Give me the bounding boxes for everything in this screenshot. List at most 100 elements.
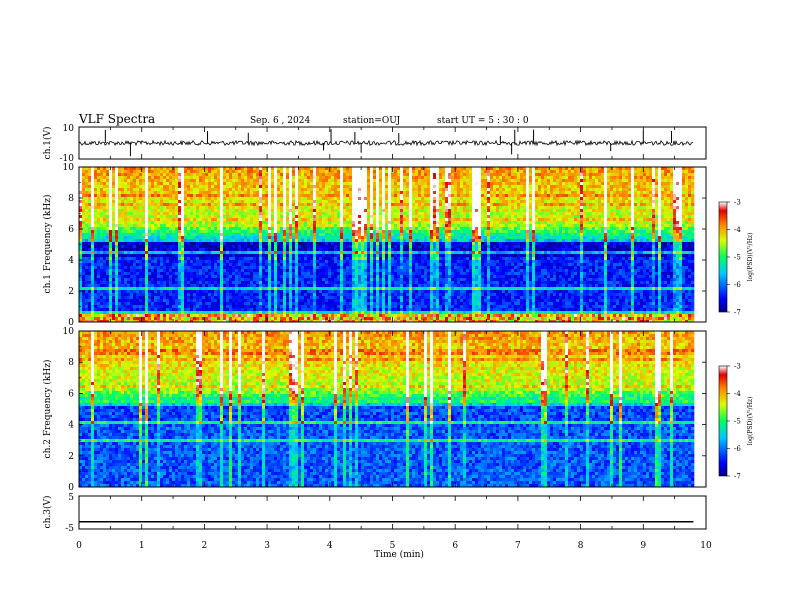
spectrogram-cell [445,188,448,191]
spectrogram-cell [364,182,367,185]
spectrogram-cell [676,200,679,203]
spectrogram-cell [649,194,652,197]
spectrogram-cell [667,194,670,197]
spectrogram-cell [523,209,526,212]
spectrogram-cell [220,233,223,236]
spectrogram-cell [667,191,670,194]
spectrogram-cell [91,236,94,239]
spectrogram-cell [670,194,673,197]
spectrogram-cell [565,191,568,194]
spectrogram-cell [88,197,91,200]
spectrogram-cell [223,182,226,185]
spectrogram-cell [544,233,547,236]
spectrogram-cell [421,191,424,194]
spectrogram-cell [400,200,403,203]
spectrogram-cell [295,179,298,182]
spectrogram-cell [88,215,91,218]
spectrogram-cell [415,188,418,191]
spectrogram-cell [157,170,160,173]
spectrogram-cell [382,224,385,227]
spectrogram-cell [541,200,544,203]
spectrogram-cell [124,221,127,224]
spectrogram-cell [442,185,445,188]
spectrogram-cell [661,206,664,209]
spectrogram-cell [535,170,538,173]
spectrogram-cell [145,215,148,218]
spectrogram-cell [496,194,499,197]
spectrogram-cell [649,197,652,200]
spectrogram-cell [547,212,550,215]
spectrogram-cell [82,191,85,194]
spectrogram-cell [676,191,679,194]
spectrogram-cell [490,227,493,230]
spectrogram-cell [403,194,406,197]
spectrogram-cell [412,209,415,212]
spectrogram-cell [100,194,103,197]
spectrogram-cell [322,182,325,185]
spectrogram-cell [166,239,169,242]
spectrogram-cell [280,182,283,185]
spectrogram-cell [247,182,250,185]
spectrogram-cell [283,236,286,239]
spectrogram-cell [583,188,586,191]
spectrogram-cell [235,182,238,185]
spectrogram-cell [274,224,277,227]
spectrogram-cell [679,212,682,215]
spectrogram-cell [328,179,331,182]
spectrogram-cell [85,206,88,209]
spectrogram-cell [541,215,544,218]
spectrogram-cell [388,212,391,215]
spectrogram-cell [676,188,679,191]
spectrogram-cell [217,191,220,194]
spectrogram-cell [685,209,688,212]
spectrogram-cell [310,173,313,176]
spectrogram-cell [664,215,667,218]
spectrogram-cell [562,170,565,173]
spectrogram-cell [658,203,661,206]
spectrogram-cell [364,173,367,176]
spectrogram-cell [154,203,157,206]
spectrogram-cell [277,197,280,200]
spectrogram-cell [568,236,571,239]
spectrogram-cell [280,188,283,191]
spectrogram-cell [460,233,463,236]
spectrogram-cell [490,197,493,200]
spectrogram-cell [364,191,367,194]
spectrogram-cell [601,197,604,200]
spectrogram-cell [577,173,580,176]
spectrogram-cell [283,218,286,221]
spectrogram-cell [547,224,550,227]
spectrogram-cell [634,170,637,173]
spectrogram-cell [370,209,373,212]
spectrogram-cell [82,200,85,203]
spectrogram-cell [490,206,493,209]
spectrogram-cell [241,212,244,215]
spectrogram-cell [640,236,643,239]
spectrogram-cell [163,209,166,212]
spectrogram-cell [139,197,142,200]
spectrogram-cell [517,191,520,194]
spectrogram-cell [187,230,190,233]
spectrogram-cell [322,233,325,236]
spectrogram-cell [100,206,103,209]
spectrogram-cell [667,173,670,176]
spectrogram-cell [580,236,583,239]
spectrogram-cell [412,236,415,239]
spectrogram-cell [277,236,280,239]
spectrogram-cell [604,218,607,221]
spectrogram-cell [436,203,439,206]
spectrogram-cell [184,182,187,185]
spectrogram-cell [331,236,334,239]
spectrogram-cell [202,182,205,185]
spectrogram-cell [412,179,415,182]
spectrogram-cell [610,209,613,212]
spectrogram-cell [289,221,292,224]
spectrogram-cell [199,227,202,230]
spectrogram-cell [340,179,343,182]
spectrogram-cell [490,185,493,188]
spectrogram-cell [388,188,391,191]
spectrogram-cell [493,197,496,200]
spectrogram-cell [643,191,646,194]
spectrogram-cell [418,200,421,203]
spectrogram-cell [457,218,460,221]
